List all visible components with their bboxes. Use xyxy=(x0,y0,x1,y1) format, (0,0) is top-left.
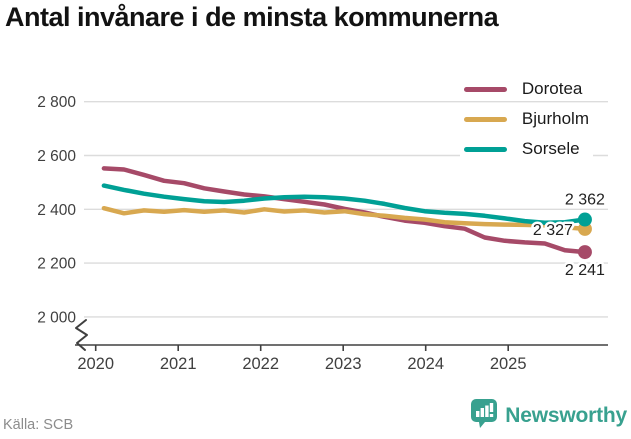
series-end-value-label: 2 241 xyxy=(565,262,605,279)
chart-legend: Dorotea Bjurholm Sorsele xyxy=(459,78,593,160)
source-note: Källa: SCB xyxy=(3,417,74,433)
legend-swatch xyxy=(463,146,507,152)
y-axis-tick-label: 2 000 xyxy=(37,309,76,326)
legend-label: Dorotea xyxy=(521,79,583,98)
x-axis-tick-label: 2020 xyxy=(77,355,114,373)
series-end-value-label: 2 362 xyxy=(565,192,605,209)
axis-break-icon xyxy=(75,319,88,351)
line-chart: 2 800 2 600 2 400 2 200 2 000 2020 2021 2022 202… xyxy=(37,94,608,373)
x-axis-tick-label: 2022 xyxy=(242,355,279,373)
x-axis-tick-label: 2025 xyxy=(490,355,527,373)
x-axis-tick-label: 2023 xyxy=(325,355,362,373)
legend-label: Sorsele xyxy=(521,139,580,158)
y-axis-tick-label: 2 800 xyxy=(37,94,76,111)
legend-item-bjurholm: Bjurholm xyxy=(459,108,593,130)
legend-label: Bjurholm xyxy=(521,109,589,128)
brand-lockup[interactable]: Newsworthy xyxy=(470,398,627,434)
series-endpoint-dorotea xyxy=(577,245,592,260)
legend-item-dorotea: Dorotea xyxy=(459,78,593,100)
chart-title: Antal invånare i de minsta kommunerna xyxy=(5,2,499,32)
legend-swatch xyxy=(463,116,507,122)
brand-name: Newsworthy xyxy=(505,404,627,427)
y-axis-tick-label: 2 200 xyxy=(37,256,76,273)
series-end-value-label: 2 327 xyxy=(533,222,573,239)
footer: Källa: SCB Newsworthy xyxy=(0,399,631,439)
series-line-dorotea xyxy=(101,166,588,255)
x-axis-tick-label: 2024 xyxy=(407,355,444,373)
x-axis-tick-label: 2021 xyxy=(160,355,197,373)
legend-item-sorsele: Sorsele xyxy=(459,138,593,160)
y-axis-tick-label: 2 400 xyxy=(37,202,76,219)
series-line-bjurholm xyxy=(101,205,588,232)
series-endpoint-sorsele xyxy=(577,212,592,227)
series-line-sorsele xyxy=(101,183,588,226)
y-axis-tick-label: 2 600 xyxy=(37,148,76,165)
legend-swatch xyxy=(463,86,507,92)
newsworthy-speech-bubble-chart-icon xyxy=(470,398,498,434)
